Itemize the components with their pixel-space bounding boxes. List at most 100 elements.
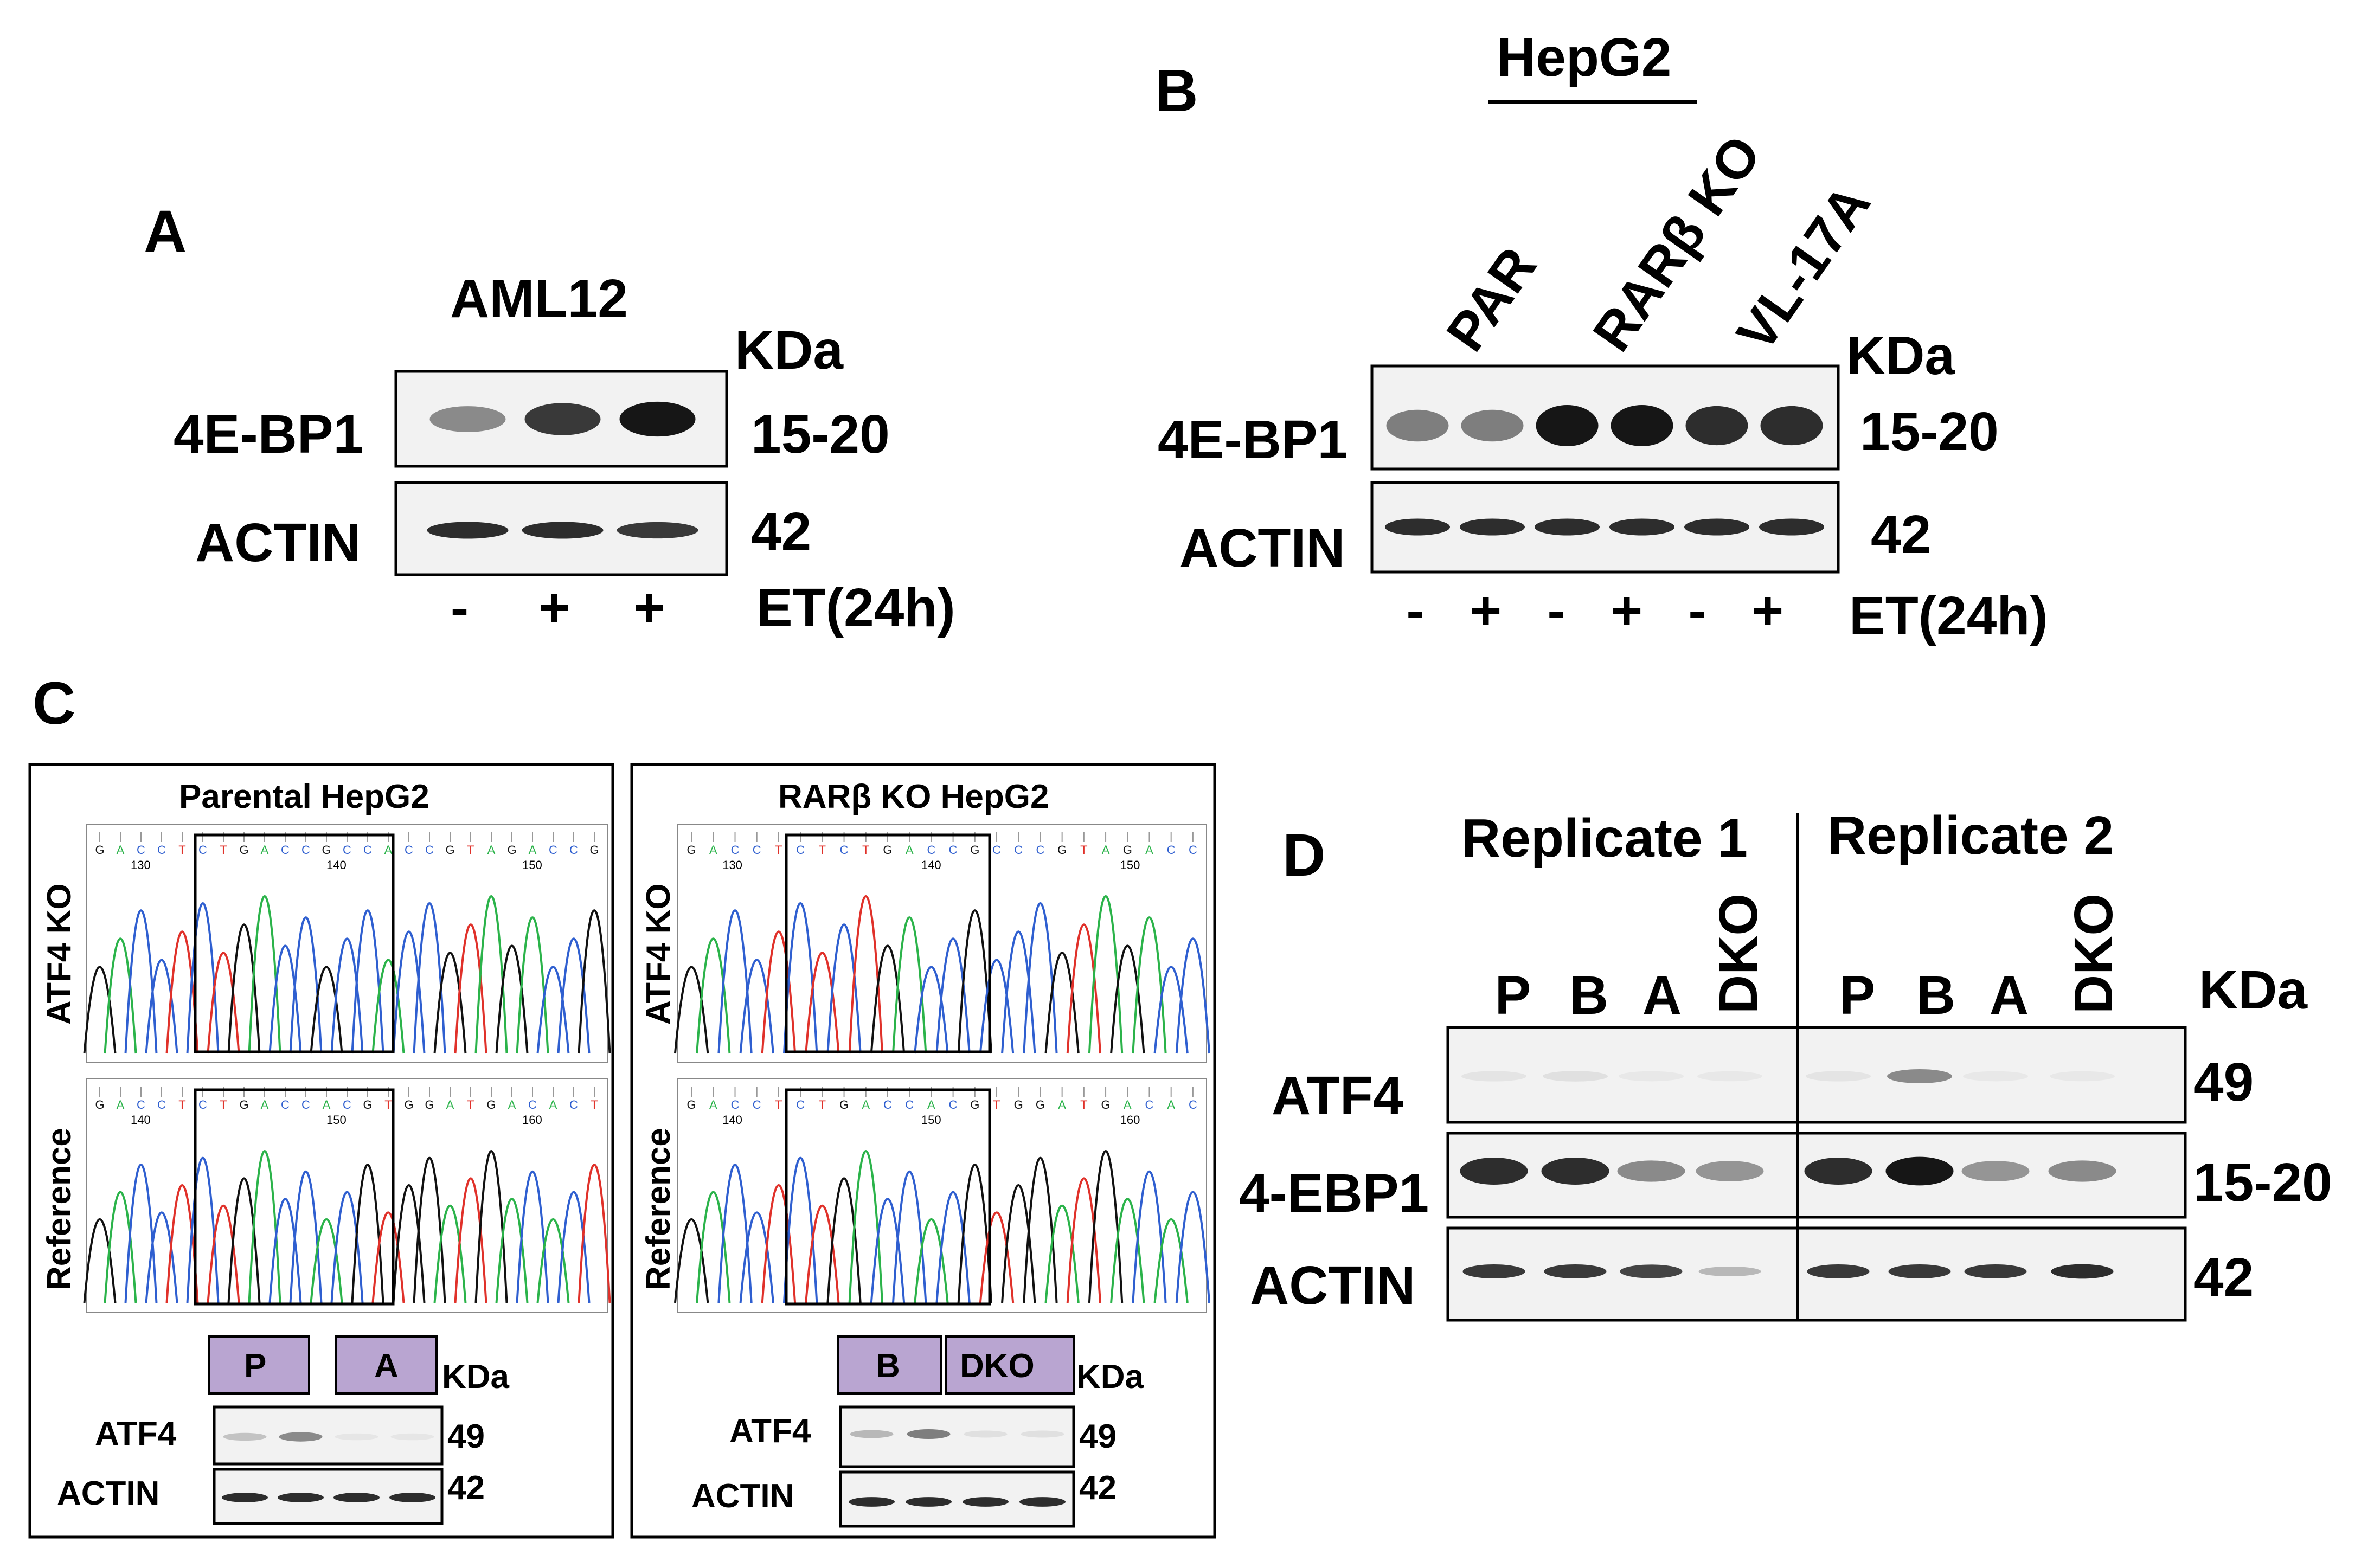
blot-band [1021, 1430, 1064, 1438]
chromatogram-peak [1001, 930, 1036, 1054]
panel-c-kda-label-0: KDa [442, 1358, 510, 1396]
position-label: 130 [722, 858, 742, 872]
chromatogram-peak [351, 1164, 384, 1303]
blot-band [907, 1429, 951, 1439]
chromatogram-peak [83, 966, 117, 1054]
panel-b-bands-4ebp1 [1386, 404, 1823, 447]
panel-c-track-label-1-1: Reference [640, 1128, 677, 1290]
sequence-base: A [261, 843, 269, 857]
blot-band [617, 522, 698, 539]
blot-band [1807, 1264, 1870, 1278]
blot-band [1536, 404, 1599, 447]
panel-c-kda-0-0: 49 [447, 1418, 485, 1455]
blot-band [1535, 518, 1600, 536]
sequence-base: T [862, 843, 869, 857]
sequence-base: C [549, 843, 557, 857]
chromatogram-peak [433, 952, 467, 1054]
blot-band [1684, 518, 1749, 536]
sequence-base: C [731, 1098, 740, 1111]
panel-d-lane-label: P [1839, 965, 1876, 1026]
chromatogram-peak [207, 952, 240, 1054]
blot-band [2050, 1071, 2115, 1082]
panel-c-kda-1-1: 42 [1079, 1469, 1117, 1507]
position-label: 140 [722, 1113, 742, 1127]
sequence-base: A [1124, 1098, 1132, 1111]
sequence-base: C [569, 843, 578, 857]
treatment-mark: - [1547, 580, 1565, 641]
chromatogram-peak [673, 1218, 709, 1303]
blot-band [429, 406, 506, 432]
panel-c-kda-0-1: 42 [447, 1469, 485, 1507]
panel-b-treatment-label: ET(24h) [1849, 586, 2048, 646]
chromatogram-peak [413, 902, 446, 1054]
treatment-mark: - [451, 577, 469, 638]
blot-band [1611, 404, 1673, 447]
chromatogram-peak [433, 1205, 467, 1303]
sequence-base: A [1167, 1098, 1175, 1111]
panel-d-row-label-0: ATF4 [1272, 1065, 1403, 1126]
chromatogram-peak [268, 1198, 302, 1303]
chromatogram-peak [371, 959, 405, 1054]
sequence-base: G [883, 843, 892, 857]
blot-band [1460, 518, 1525, 536]
panel-b: B HepG2 PAR RARβ KO VL-17A KDa 4E-BP1 AC… [1155, 27, 2048, 646]
chromatogram-peak [186, 1156, 220, 1303]
panel-d-replicate-0: Replicate 1 [1461, 808, 1748, 869]
chromatogram-peak [330, 1191, 364, 1303]
chromatogram-peak [1066, 1177, 1102, 1303]
blot-band [335, 1433, 378, 1441]
chromatogram-peak [578, 1164, 611, 1303]
panel-c-track-label-1-0: ATF4 KO [640, 883, 677, 1025]
sequence-base: A [1058, 1098, 1066, 1111]
blot-band [389, 1493, 435, 1502]
panel-c-lane-box-1-0 [837, 1335, 942, 1395]
sequence-base: C [992, 843, 1001, 857]
panel-c-lane-1-0: B [876, 1347, 900, 1385]
blot-band [1541, 1158, 1609, 1185]
sequence-base: G [1014, 1098, 1023, 1111]
blot-band [1804, 1158, 1872, 1185]
sequence-base: G [95, 843, 104, 857]
panel-d-row-label-2: ACTIN [1250, 1255, 1416, 1316]
blot-band [222, 1493, 268, 1502]
panel-d-lane-label: DKO [1708, 894, 1769, 1014]
panel-c-track-label-0-0: ATF4 KO [41, 883, 78, 1025]
sequence-base: C [753, 1098, 761, 1111]
chromatogram-peak [1088, 1150, 1124, 1303]
blot-band [1759, 518, 1824, 536]
sequence-base: G [445, 843, 454, 857]
sequence-base: C [905, 1098, 914, 1111]
blot-band [279, 1432, 323, 1442]
panel-c-bands-0-actin [222, 1493, 435, 1502]
chromatogram-peak [536, 1218, 570, 1303]
blot-band [427, 522, 509, 539]
sequence-base: T [1080, 843, 1087, 857]
panel-b-group-label: HepG2 [1497, 27, 1671, 88]
chromatogram-peak [1175, 937, 1211, 1054]
chromatogram-peak [1066, 923, 1102, 1054]
sequence-base: C [949, 843, 958, 857]
panel-d-kda-0: 49 [2193, 1052, 2254, 1113]
panel-c-highlight-0-ref [194, 1088, 395, 1306]
chromatogram-peak [104, 937, 137, 1054]
panel-a: A AML12 KDa 4E-BP1 ACTIN 15-20 42 - + + ET… [144, 198, 955, 638]
sequence-base: C [281, 843, 290, 857]
treatment-mark: - [1406, 580, 1424, 641]
panel-b-row-label-0: 4E-BP1 [1158, 409, 1348, 470]
chromatogram-peak [495, 1198, 529, 1303]
panel-b-blot-4ebp1 [1370, 364, 1840, 471]
blot-band [1697, 1071, 1762, 1082]
sequence-base: T [178, 1098, 185, 1111]
chromatogram-peak [805, 952, 840, 1054]
chromatogram-peak [870, 944, 906, 1054]
blot-band [849, 1497, 895, 1507]
panel-c-letter: C [33, 670, 75, 737]
sequence-base: C [137, 843, 145, 857]
sequence-base: G [363, 1098, 372, 1111]
chromatogram-peak [935, 937, 971, 1054]
sequence-base: G [486, 1098, 496, 1111]
position-label: 160 [1120, 1113, 1140, 1127]
chromatogram-peak [979, 959, 1015, 1054]
sequence-base: G [1101, 1098, 1111, 1111]
